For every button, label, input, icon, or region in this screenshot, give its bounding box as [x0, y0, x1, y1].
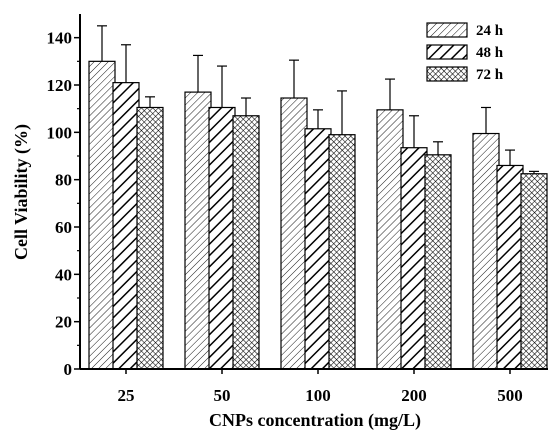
legend: 24 h 48 h 72 h: [426, 22, 504, 83]
bar-50-24h: [184, 91, 212, 370]
bar-500-72h: [520, 173, 548, 370]
y-tick-label-20: 20: [55, 313, 72, 332]
bar-100-48h: [304, 128, 332, 370]
bar-200-72h: [424, 154, 452, 370]
bar-25-72h: [136, 106, 164, 370]
bar-100-24h: [280, 97, 308, 370]
bar-25-24h: [88, 60, 116, 370]
bar-100-72h: [328, 134, 356, 370]
legend-swatch-72h: [426, 66, 468, 82]
x-axis-label: CNPs concentration (mg/L): [209, 410, 421, 431]
bar-500-24h: [472, 132, 500, 370]
legend-swatch-48h: [426, 44, 468, 60]
y-tick-label-140: 140: [47, 29, 73, 48]
bar-50-72h: [232, 115, 260, 370]
legend-label-24h: 24 h: [476, 23, 504, 39]
legend-label-48h: 48 h: [476, 45, 504, 61]
legend-swatch-24h: [426, 22, 468, 38]
y-tick-label-40: 40: [55, 265, 72, 284]
y-tick-label-0: 0: [64, 360, 73, 379]
bars-layer: [88, 60, 548, 370]
legend-label-72h: 72 h: [476, 67, 504, 83]
error-bars-layer: [97, 25, 539, 174]
y-tick-label-80: 80: [55, 171, 72, 190]
x-tick-label-500: 500: [497, 386, 523, 405]
x-tick-label-100: 100: [305, 386, 331, 405]
y-tick-label-120: 120: [47, 76, 73, 95]
x-tick-label-50: 50: [214, 386, 231, 405]
axes: [79, 14, 548, 370]
y-ticks: 0 20 40 60 80 100 120 140: [47, 29, 80, 379]
bar-500-48h: [496, 164, 524, 370]
y-axis-label: Cell Viability (%): [11, 124, 32, 260]
bar-50-48h: [208, 106, 236, 370]
bar-200-48h: [400, 147, 428, 370]
x-tick-label-25: 25: [118, 386, 135, 405]
y-tick-label-100: 100: [47, 123, 73, 142]
bar-25-48h: [112, 82, 140, 370]
bar-200-24h: [376, 109, 404, 370]
x-ticks: 25 50 100 200 500: [118, 369, 523, 405]
x-tick-label-200: 200: [401, 386, 427, 405]
y-tick-label-60: 60: [55, 218, 72, 237]
